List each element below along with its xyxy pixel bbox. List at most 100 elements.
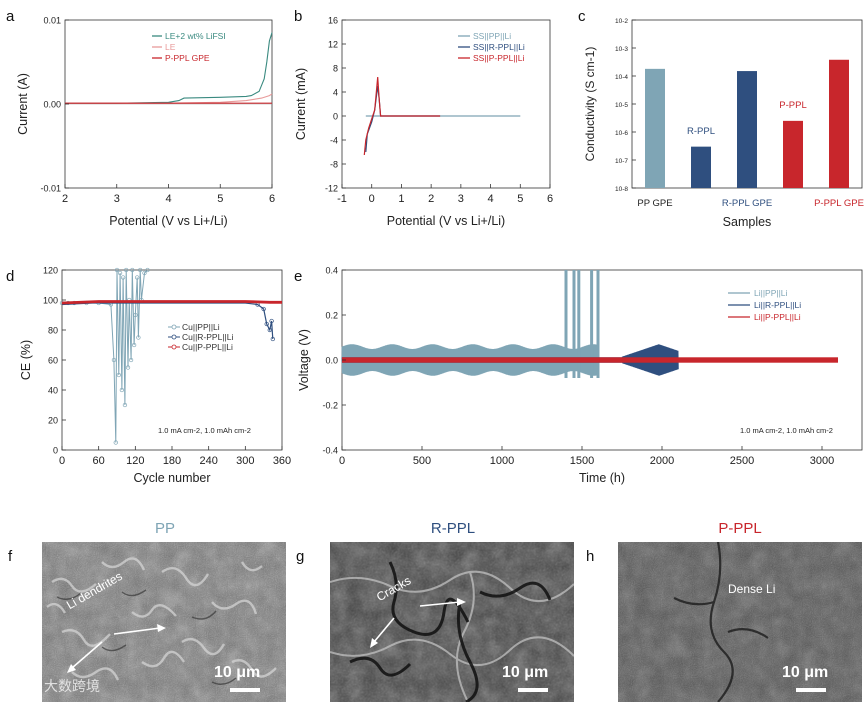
data-point-d-0 <box>122 402 128 408</box>
y-tick-label: 20 <box>48 416 58 426</box>
legend-label-e-1: Li||R-PPL||Li <box>754 300 801 310</box>
legend-label-d-1: Cu||R-PPL||Li <box>182 332 233 342</box>
watermark: 大数跨境 <box>44 678 100 694</box>
sem-title-rppl: R-PPL <box>430 520 476 537</box>
data-point-d-0 <box>138 267 143 273</box>
x-tick-label: 2000 <box>650 455 674 467</box>
series-line-d-2 <box>61 300 282 305</box>
legend-label-a-2: P-PPL GPE <box>165 53 210 63</box>
y-tick-label: -12 <box>325 184 338 194</box>
data-point-d-0 <box>133 312 138 318</box>
series-line-d-1 <box>61 302 274 340</box>
x-tick-label: 3 <box>458 193 464 205</box>
x-tick-label: 5 <box>517 193 523 205</box>
bar-4 <box>829 59 849 189</box>
x-tick-label: 240 <box>199 455 217 467</box>
scale-bar-label-rppl: 10 μm <box>502 664 549 681</box>
x-tick-label: 3000 <box>810 455 834 467</box>
x-axis-label-a: Potential (V vs Li+/Li) <box>109 214 227 228</box>
sem-image-rppl: Cracks 10 μm <box>330 542 574 702</box>
bar-0 <box>645 68 665 188</box>
panel-label-a: a <box>6 8 15 25</box>
y-tick-label: -0.4 <box>322 446 338 456</box>
y-axis-label-d: CE (%) <box>19 340 33 380</box>
panel-label-g: g <box>296 548 305 565</box>
data-point-d-0 <box>131 342 137 348</box>
series-band-e-2 <box>342 357 838 363</box>
data-point-d-1 <box>270 336 275 342</box>
y-axis-label-a: Current (A) <box>16 73 30 135</box>
spike-e-1 <box>572 270 576 378</box>
y-tick-label: 0 <box>333 112 338 122</box>
spike-e-3 <box>590 270 594 378</box>
data-point-d-0 <box>116 372 121 378</box>
data-point-d-1 <box>269 318 274 324</box>
sem-annot-pp <box>67 624 260 692</box>
sem-title-pppl: P-PPL <box>718 520 762 537</box>
legend-label-d-0: Cu||PP||Li <box>182 322 220 332</box>
panel-label-d: d <box>6 268 15 285</box>
y-tick-label: 12 <box>328 40 338 50</box>
x-tick-label: 4 <box>488 193 494 205</box>
y-tick-label: 10-7 <box>615 158 628 165</box>
sem-image-pp: Li dendrites 10 μm 大数跨境 <box>42 542 286 702</box>
x-tick-label: 6 <box>269 193 275 205</box>
x-tick-label: 5 <box>217 193 223 205</box>
x-axis-label-d: Cycle number <box>133 471 210 485</box>
spike-e-2 <box>577 270 581 378</box>
data-point-d-1 <box>261 306 266 312</box>
y-axis-label-e: Voltage (V) <box>297 329 311 391</box>
legend-label-b-2: SS||P-PPL||Li <box>473 53 524 63</box>
x-tick-label: 0 <box>59 455 65 467</box>
legend-marker-d-2 <box>171 344 177 350</box>
sem-texture-rppl <box>330 542 574 702</box>
data-point-d-0 <box>113 440 118 445</box>
legend-label-b-1: SS||R-PPL||Li <box>473 42 525 52</box>
data-point-d-0 <box>120 275 126 280</box>
sem-texture-pppl <box>618 542 862 702</box>
annotation-d: 1.0 mA cm-2, 1.0 mAh cm-2 <box>158 426 251 435</box>
y-tick-label: 80 <box>48 326 58 336</box>
x-tick-label: 1 <box>398 193 404 205</box>
data-point-d-0 <box>145 267 150 273</box>
y-axis-label-b: Current (mA) <box>294 68 308 140</box>
data-point-d-0 <box>136 335 141 340</box>
x-tick-label: 360 <box>273 455 291 467</box>
y-tick-label: 10-5 <box>615 102 628 109</box>
sem-title-pp: PP <box>154 520 175 537</box>
x-tick-label: 4 <box>165 193 171 205</box>
legend-label-e-2: Li||P-PPL||Li <box>754 312 801 322</box>
category-label-4: P-PPL GPE <box>814 198 864 209</box>
x-tick-label: 0 <box>339 455 345 467</box>
axes-frame-d <box>61 269 283 451</box>
y-tick-label: 10-6 <box>615 130 628 137</box>
category-label-2: R-PPL GPE <box>722 198 772 209</box>
y-tick-label: 0 <box>53 446 58 456</box>
sem-annotation-pppl: Dense Li <box>728 582 776 596</box>
legend-label-d-2: Cu||P-PPL||Li <box>182 342 233 352</box>
series-line-b-1 <box>365 85 441 153</box>
y-tick-label: 10-3 <box>615 46 628 53</box>
legend-label-a-1: LE <box>165 42 176 52</box>
y-tick-label: 10-4 <box>615 74 628 81</box>
y-tick-label: -4 <box>330 136 338 146</box>
panel-label-c: c <box>578 8 586 25</box>
data-point-d-0 <box>128 357 134 363</box>
sem-texture-pp <box>42 542 286 702</box>
scale-bar-label-pppl: 10 μm <box>782 664 829 681</box>
y-tick-label: 0.4 <box>325 266 338 276</box>
y-tick-label: -0.01 <box>40 184 61 194</box>
data-point-d-1 <box>267 327 272 333</box>
y-axis-label-c: Conductivity (S cm-1) <box>583 47 597 162</box>
x-axis-label-e: Time (h) <box>579 471 625 485</box>
category-label-1: R-PPL <box>687 126 715 137</box>
x-tick-label: -1 <box>337 193 347 205</box>
series-line-d-0 <box>62 269 148 443</box>
x-tick-label: 300 <box>236 455 254 467</box>
legend-label-b-0: SS||PP||Li <box>473 31 511 41</box>
y-tick-label: 120 <box>43 266 58 276</box>
x-tick-label: 6 <box>547 193 553 205</box>
x-tick-label: 180 <box>163 455 181 467</box>
scale-bar-label-pp: 10 μm <box>214 664 261 681</box>
y-tick-label: 0.2 <box>325 311 338 321</box>
